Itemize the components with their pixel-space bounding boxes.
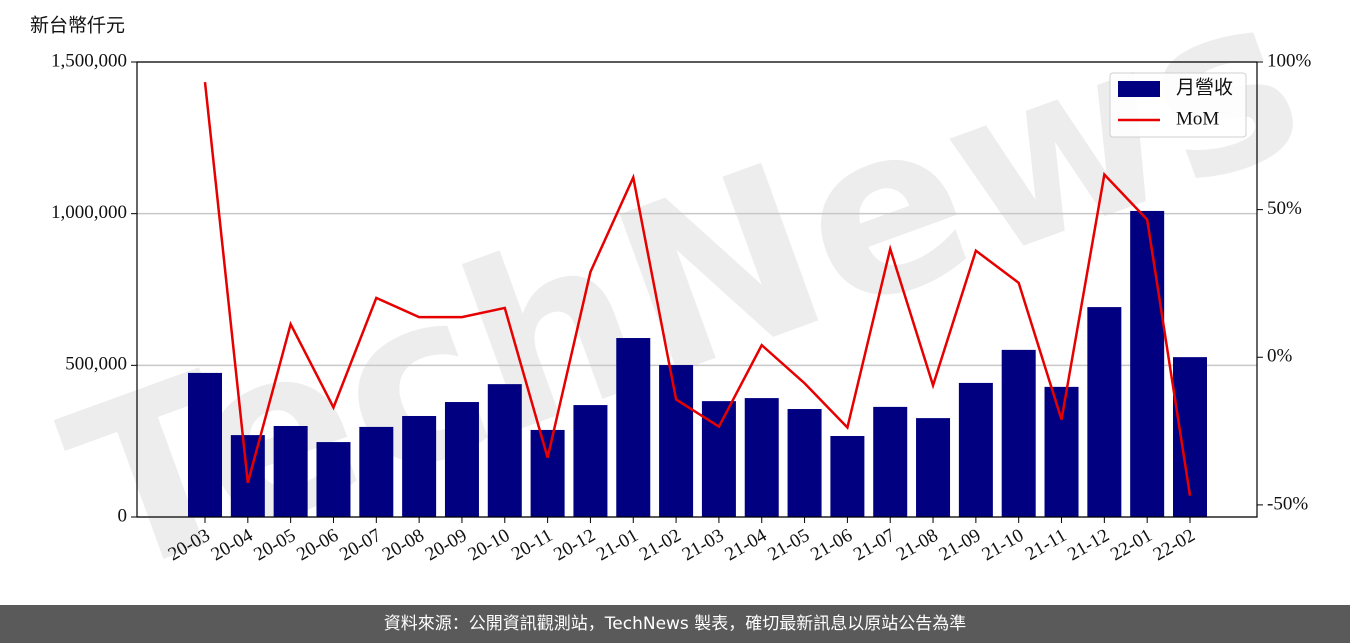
bar [958,382,993,517]
bar [1087,307,1122,517]
bar [316,442,351,517]
legend-swatch [1118,81,1160,97]
bar [1001,349,1036,517]
x-tick-label: 20-12 [550,525,599,565]
y-axis-label: 新台幣仟元 [30,14,125,36]
bar [659,365,694,517]
y2-tick-label: 50% [1267,198,1302,219]
y2-tick-label: 0% [1267,346,1293,367]
bar [744,398,779,517]
x-tick-label: 21-12 [1064,525,1113,565]
x-tick-label: 21-03 [679,525,728,565]
bar [616,338,651,517]
x-tick-label: 21-04 [722,525,771,566]
bar [402,415,437,517]
bar [188,372,222,517]
y-tick-label: 0 [118,505,128,526]
y2-tick-label: -50% [1267,493,1308,514]
x-tick-label: 21-06 [807,525,856,565]
y-tick-label: 500,000 [65,354,127,375]
x-tick-label: 21-10 [978,525,1027,565]
legend-label: MoM [1176,108,1219,129]
y-tick-label: 1,000,000 [51,202,127,223]
bar [830,436,865,517]
x-tick-label: 21-05 [764,525,813,565]
bar [487,384,522,517]
bar [1044,386,1079,517]
x-tick-label: 21-01 [593,525,642,565]
plot-frame [136,61,1258,518]
bar [359,426,394,517]
x-tick-label: 20-11 [508,525,556,565]
x-tick-label: 22-01 [1107,525,1156,565]
x-tick-label: 21-09 [936,525,985,565]
line [203,81,1192,496]
x-tick-label: 20-09 [422,525,471,565]
x-tick-label: 20-10 [465,525,514,565]
footer: 資料來源：公開資訊觀測站，TechNews 製表，確切最新訊息以原站公告為準 [0,605,1350,643]
x-tick-label: 22-02 [1150,525,1199,565]
legend-label: 月營收 [1176,76,1233,98]
bar [273,426,308,517]
bar [787,409,822,517]
bar [873,406,908,517]
x-tick-label: 21-07 [850,525,899,565]
chart: 新台幣仟元 TechNews0500,0001,000,0001,500,000… [30,0,1332,630]
bar [1130,210,1165,518]
y2-tick-label: 100% [1267,50,1312,71]
bar [444,402,479,517]
x-tick-label: 21-02 [636,525,685,565]
x-tick-label: 21-08 [893,525,942,565]
bar [530,429,565,517]
bar [916,418,951,517]
x-tick-label: 21-11 [1022,525,1070,565]
bar [573,405,608,517]
y-tick-label: 1,500,000 [51,50,127,71]
